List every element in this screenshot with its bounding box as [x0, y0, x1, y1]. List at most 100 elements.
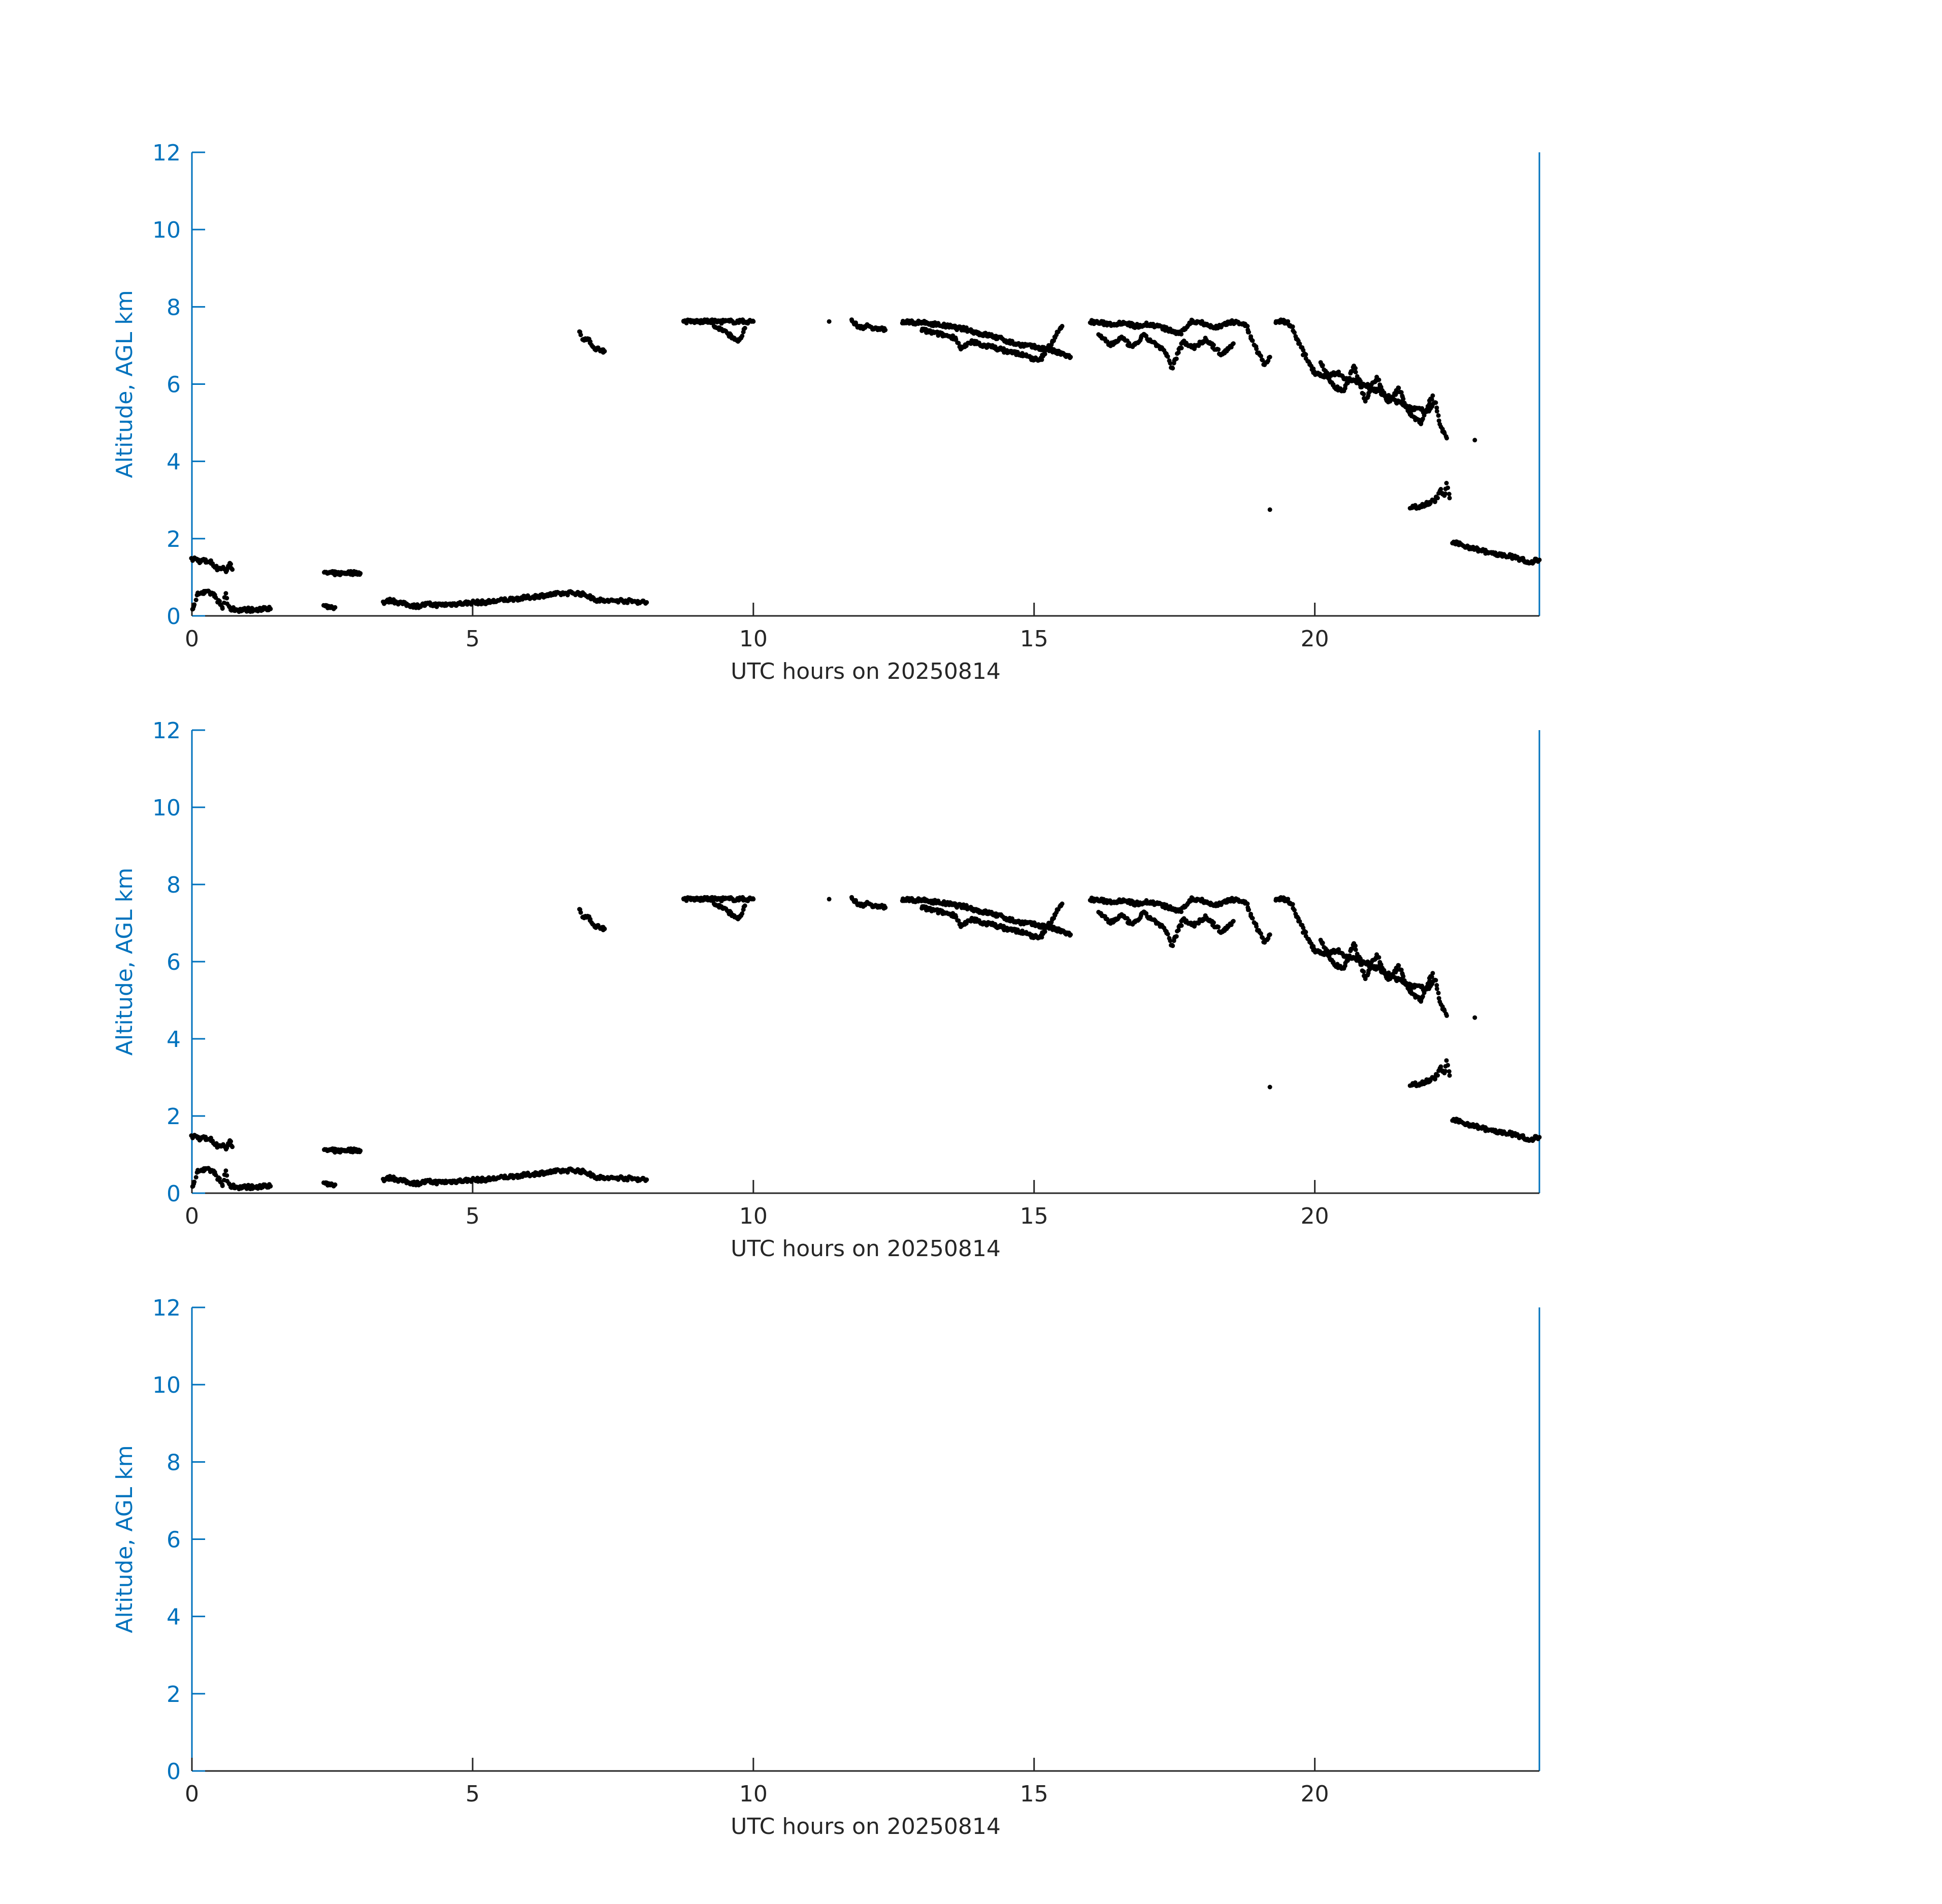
data-point [1297, 919, 1302, 924]
data-point [1174, 934, 1179, 939]
y-tick-label: 10 [152, 1372, 181, 1398]
data-point [1472, 1015, 1477, 1020]
x-tick-label: 0 [185, 1781, 199, 1807]
data-point [1246, 330, 1252, 335]
y-tick-label: 4 [167, 1604, 181, 1630]
data-point [193, 1175, 199, 1180]
data-point [751, 319, 756, 324]
data-point [1179, 909, 1184, 914]
data-point [224, 596, 229, 601]
data-point [1446, 1069, 1452, 1074]
data-point [1382, 970, 1387, 975]
data-point [1303, 930, 1308, 935]
data-point [1429, 397, 1434, 402]
data-point [1420, 994, 1425, 999]
data-point [333, 605, 338, 610]
data-point [1472, 438, 1477, 443]
data-point [751, 897, 756, 902]
data-point [1326, 373, 1331, 377]
data-point [1401, 397, 1406, 402]
x-tick-label: 15 [1020, 1203, 1048, 1229]
data-point [1396, 963, 1401, 968]
y-tick-label: 10 [152, 795, 181, 821]
panel-2: 0 2 4 6 8 10 12 0 5 10 15 20 UTC hours on 20250814 Al… [112, 718, 1542, 1262]
data-point [192, 602, 197, 607]
data-point [1443, 491, 1448, 496]
x-axis-label: UTC hours on 20250814 [731, 1236, 1001, 1262]
data-point [1425, 408, 1430, 413]
x-tick-label: 10 [739, 626, 768, 652]
y-tick-label: 12 [152, 718, 181, 744]
x-tick-label: 10 [739, 1781, 768, 1807]
data-point [827, 897, 832, 902]
data-point [228, 562, 233, 567]
data-point [1420, 416, 1425, 421]
data-point [883, 327, 888, 333]
data-point [883, 905, 888, 910]
y-tick-label: 2 [167, 1682, 181, 1708]
y-tick-label: 10 [152, 217, 181, 243]
data-point [1353, 947, 1358, 952]
data-point [1068, 354, 1073, 359]
data-point [602, 349, 607, 354]
y-axis-label: Altitude, AGL km [112, 1445, 138, 1633]
data-point [1445, 485, 1451, 490]
data-point [1259, 931, 1263, 936]
x-tick-label: 15 [1020, 1781, 1048, 1807]
data-point [1250, 338, 1255, 343]
x-tick-label: 20 [1301, 1203, 1329, 1229]
data-point [1537, 1135, 1542, 1140]
data-point [602, 926, 607, 931]
data-point [1267, 354, 1272, 359]
data-point [1427, 401, 1432, 406]
panel-3: 0 2 4 6 8 10 12 0 5 10 15 20 UTC hours on 20250814 Al… [112, 1295, 1540, 1840]
data-point [1436, 418, 1441, 423]
y-tick-label: 8 [167, 294, 181, 320]
data-point [1357, 377, 1362, 382]
data-point [1443, 1069, 1448, 1074]
data-point [1347, 953, 1352, 958]
data-point [230, 1144, 235, 1150]
y-tick-label: 2 [167, 1104, 181, 1130]
data-point [1039, 357, 1044, 362]
x-axis-label: UTC hours on 20250814 [731, 1814, 1001, 1840]
y-tick-label: 0 [167, 604, 181, 630]
data-point [192, 1179, 197, 1185]
data-point [1436, 996, 1441, 1001]
data-point [1349, 946, 1355, 951]
data-point [193, 598, 199, 603]
data-point [268, 606, 273, 611]
data-point [220, 606, 225, 611]
data-point [1060, 901, 1065, 906]
data-point [1444, 481, 1449, 485]
data-point [230, 567, 235, 572]
data-point [1245, 901, 1250, 906]
data-point [1444, 1013, 1449, 1018]
data-point [1042, 351, 1047, 356]
data-point [358, 1148, 363, 1153]
data-point [1170, 943, 1175, 948]
data-point [1433, 499, 1437, 504]
data-point [644, 600, 649, 605]
data-point [1376, 955, 1381, 960]
x-tick-label: 5 [466, 1781, 480, 1807]
data-point [1174, 356, 1179, 362]
data-point [1433, 978, 1438, 983]
y-tick-label: 6 [167, 1527, 181, 1553]
panel-1: 0 2 4 6 8 10 12 0 5 10 15 20 UTC hours on 20250814 Al… [112, 140, 1542, 684]
data-point [1438, 487, 1443, 491]
data-point [358, 571, 363, 576]
y-tick-label: 4 [167, 1027, 181, 1053]
data-point [742, 325, 747, 331]
data-point [1359, 385, 1364, 389]
data-point [1292, 908, 1297, 912]
data-point [1176, 350, 1181, 355]
data-point [1292, 330, 1297, 335]
y-tick-label: 6 [167, 949, 181, 975]
y-tick-label: 2 [167, 527, 181, 552]
data-point [956, 918, 961, 923]
data-point [1267, 507, 1272, 512]
data-point [1211, 920, 1216, 925]
y-axis-label: Altitude, AGL km [112, 290, 138, 478]
